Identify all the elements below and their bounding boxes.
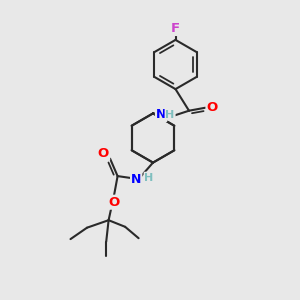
Text: H: H [166, 110, 175, 120]
Text: N: N [131, 172, 141, 186]
Text: N: N [156, 108, 166, 121]
Text: O: O [98, 147, 109, 160]
Text: O: O [108, 196, 120, 209]
Text: F: F [171, 22, 180, 35]
Text: H: H [145, 172, 154, 183]
Text: O: O [206, 101, 218, 114]
